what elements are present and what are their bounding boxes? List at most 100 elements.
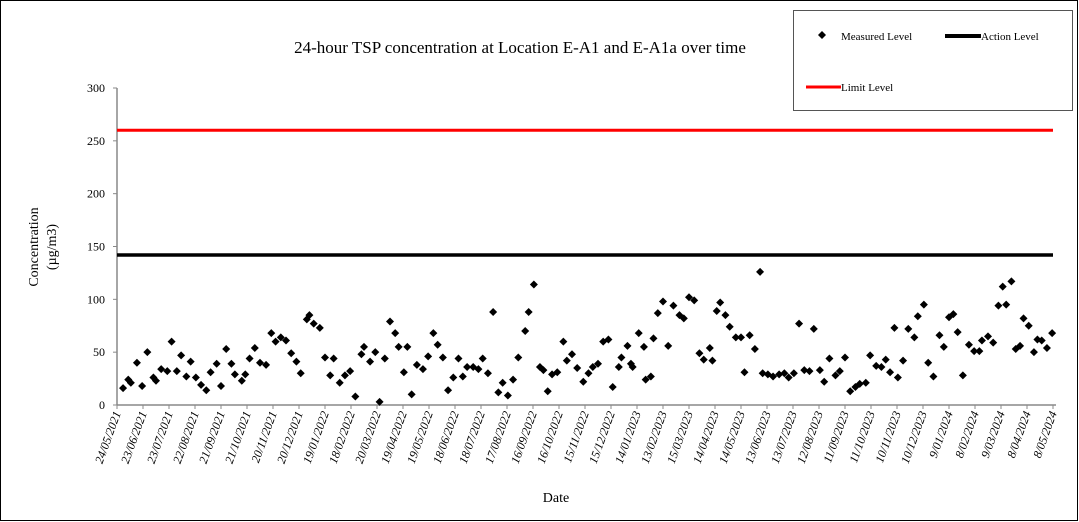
data-point — [634, 329, 643, 338]
data-point — [138, 381, 147, 390]
data-point — [553, 368, 562, 377]
data-point — [167, 337, 176, 346]
data-point — [143, 348, 152, 357]
data-point — [977, 336, 986, 345]
data-point — [503, 391, 512, 400]
data-point — [559, 337, 568, 346]
data-point — [494, 388, 503, 397]
data-point — [340, 371, 349, 380]
data-point — [412, 360, 421, 369]
data-point — [292, 357, 301, 366]
data-point — [756, 267, 765, 276]
data-point — [321, 353, 329, 362]
data-point — [805, 367, 814, 376]
data-point — [152, 376, 160, 385]
data-point — [708, 356, 717, 365]
data-point — [271, 337, 280, 346]
data-point — [604, 335, 613, 344]
data-point — [157, 365, 166, 374]
data-point — [227, 359, 236, 368]
data-point — [872, 361, 881, 370]
data-point — [1007, 277, 1016, 286]
data-point — [119, 384, 128, 393]
data-point — [186, 357, 195, 366]
data-point — [745, 331, 754, 340]
data-point — [197, 380, 206, 389]
data-point — [716, 298, 725, 307]
y-axis-title: Concentration — [27, 207, 42, 286]
data-point — [899, 356, 908, 365]
data-point — [463, 362, 472, 371]
data-point — [371, 348, 380, 357]
data-point — [474, 365, 483, 374]
data-point — [994, 301, 1003, 310]
data-point — [800, 366, 809, 375]
data-point — [287, 349, 296, 358]
data-point — [562, 356, 571, 365]
data-point — [433, 340, 442, 349]
data-point — [1019, 314, 1028, 323]
data-point — [509, 375, 518, 384]
data-point — [386, 317, 394, 326]
data-point — [953, 328, 962, 337]
data-point — [222, 344, 231, 353]
data-point — [846, 387, 855, 396]
data-point — [910, 333, 919, 342]
data-point — [904, 324, 913, 333]
data-point — [646, 372, 655, 381]
data-point — [780, 369, 789, 378]
chart-title: 24-hour TSP concentration at Location E-… — [294, 38, 746, 57]
data-point — [394, 342, 403, 351]
data-point — [543, 387, 552, 396]
data-point — [351, 392, 360, 401]
data-point — [1042, 343, 1051, 352]
data-point — [329, 354, 338, 363]
data-point — [641, 375, 650, 384]
data-point — [758, 369, 767, 378]
data-point — [815, 366, 824, 375]
data-point — [721, 311, 730, 320]
data-point — [712, 306, 721, 315]
legend-box — [793, 10, 1073, 111]
y-tick-label: 200 — [87, 187, 105, 201]
data-point — [573, 364, 582, 373]
legend-marker-measured — [818, 31, 826, 39]
data-point — [568, 350, 576, 359]
data-point — [949, 310, 958, 319]
data-point — [407, 390, 416, 399]
data-point — [964, 340, 973, 349]
data-point — [346, 367, 355, 376]
data-point — [913, 312, 922, 321]
legend-label-limit: Limit Level — [841, 82, 893, 94]
data-point — [695, 349, 704, 358]
data-point — [919, 300, 928, 309]
data-point — [262, 360, 271, 369]
data-point — [217, 381, 225, 390]
data-point — [529, 280, 538, 289]
data-point — [809, 324, 818, 333]
data-point — [132, 358, 141, 367]
data-point — [784, 373, 793, 382]
data-point — [182, 372, 191, 381]
data-point — [1002, 300, 1011, 309]
data-point — [769, 372, 778, 381]
y-axis: 0 50 100 150 200 250 300 — [87, 81, 118, 412]
data-point — [594, 359, 602, 368]
data-point — [212, 359, 221, 368]
data-point — [588, 362, 597, 371]
data-point — [690, 296, 699, 305]
data-point — [699, 355, 708, 364]
data-point — [775, 370, 784, 379]
data-point — [669, 301, 678, 310]
data-point — [935, 331, 944, 340]
data-point — [267, 329, 276, 338]
data-point — [685, 293, 693, 302]
data-point — [608, 383, 617, 392]
data-point — [855, 379, 864, 388]
data-point — [820, 377, 829, 386]
data-point — [335, 378, 344, 387]
data-point — [584, 369, 593, 378]
data-point — [1029, 348, 1038, 357]
